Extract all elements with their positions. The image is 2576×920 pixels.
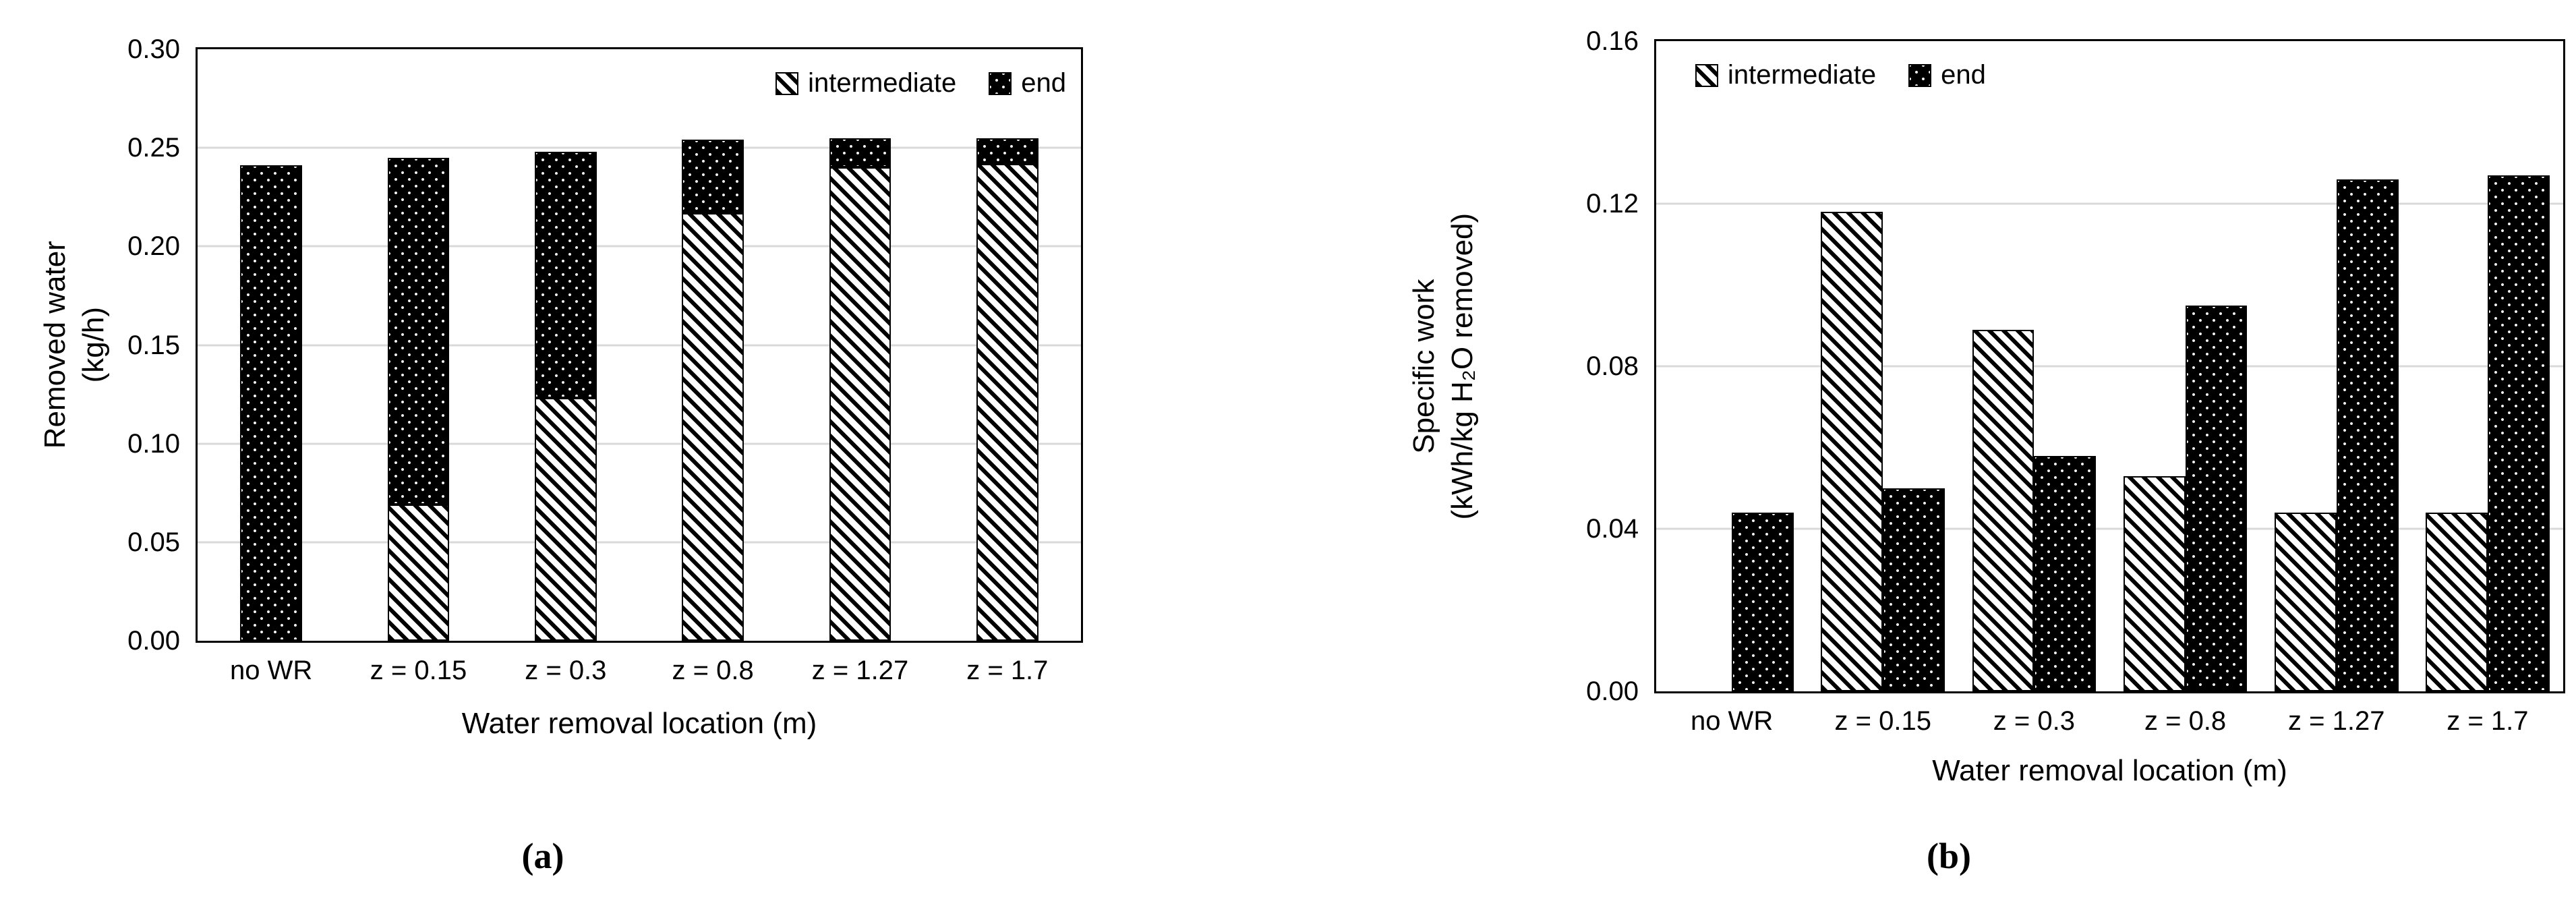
y-tick-label: 0.20 (127, 231, 180, 262)
plot-area-b: intermediate end 0.00 0.04 0.08 0.12 0.16 no … (1586, 28, 2565, 735)
legend-label-end: end (1941, 60, 1986, 90)
x-tick-label: z = 0.15 (370, 656, 467, 685)
y-tick-label: 0.16 (1586, 26, 1639, 56)
gridline (198, 146, 1081, 149)
plot-area-a: intermediate end 0.00 0.05 0.10 0.15 0.20 0.2… (127, 36, 1083, 684)
legend-a: intermediate end (775, 68, 1066, 98)
legend-item-intermediate: intermediate (1695, 60, 1876, 90)
x-tick-label: z = 1.27 (811, 656, 909, 685)
x-tick-label: z = 0.8 (2144, 706, 2227, 736)
bar-end (1732, 512, 1794, 691)
gridline (1656, 202, 2563, 205)
y-tick-label: 0.08 (1586, 351, 1639, 381)
x-tick-label: no WR (230, 656, 313, 685)
x-tick-label: no WR (1690, 706, 1774, 736)
y-tick-label: 0.25 (127, 133, 180, 163)
bar-intermediate (534, 398, 597, 641)
x-tick-label: z = 0.15 (1834, 706, 1931, 736)
hatch-swatch-icon (1695, 63, 1718, 87)
y-tick-label: 0.10 (127, 428, 180, 459)
bar-end (682, 140, 744, 213)
x-tick-label: z = 0.3 (1993, 706, 2076, 736)
chart-b-specific-work: Specific work (kWh/kg H₂O removed) inter… (1322, 0, 2576, 920)
chart-a-removed-water: Removed water (kg/h) intermediate end 0.… (0, 0, 1086, 920)
bar-end (2034, 455, 2097, 691)
legend-item-end: end (989, 68, 1066, 98)
x-tick-label: z = 1.27 (2288, 706, 2385, 736)
y-tick-label: 0.04 (1586, 514, 1639, 544)
x-axis-title-a: Water removal location (m) (461, 707, 817, 740)
gridline (1656, 365, 2563, 368)
y-axis-title-b-line2: (kWh/kg H₂O removed) (1446, 212, 1479, 520)
x-axis-title-b: Water removal location (m) (1932, 754, 2287, 787)
bar-end (240, 165, 302, 641)
bar-end (2336, 179, 2399, 691)
bar-end (976, 138, 1038, 164)
dots-swatch-icon (989, 71, 1012, 95)
bar-intermediate (2274, 512, 2337, 691)
dots-swatch-icon (1908, 63, 1932, 87)
y-tick-label: 0.30 (127, 34, 180, 64)
caption-a: (a) (521, 836, 564, 876)
bar-end (534, 152, 597, 399)
legend-label-intermediate: intermediate (808, 68, 957, 98)
gridline (198, 442, 1081, 445)
y-tick-label: 0.00 (127, 626, 180, 656)
legend-item-intermediate: intermediate (775, 68, 956, 98)
y-tick-label: 0.05 (127, 527, 180, 557)
bar-intermediate (682, 212, 744, 641)
bar-intermediate (976, 163, 1038, 641)
y-axis-title-a-line1: Removed water (38, 241, 71, 449)
bar-end (2487, 175, 2550, 691)
x-tick-label: z = 1.7 (2447, 706, 2529, 736)
y-tick-label: 0.15 (127, 330, 180, 360)
gridline (198, 245, 1081, 248)
y-axis-title-a: Removed water (kg/h) (13, 47, 135, 643)
x-tick-label: z = 0.3 (525, 656, 607, 685)
y-tick-label: 0.00 (1586, 677, 1639, 706)
x-tick-label: z = 0.8 (672, 656, 754, 685)
bar-intermediate (2123, 476, 2186, 691)
caption-b: (b) (1927, 836, 1971, 876)
bar-intermediate (1821, 212, 1883, 691)
legend-b: intermediate end (1695, 60, 1986, 90)
bar-intermediate (829, 167, 891, 641)
bar-intermediate (1972, 329, 2035, 691)
bar-intermediate (2426, 512, 2488, 691)
y-tick-label: 0.12 (1586, 189, 1639, 219)
gridline (1656, 527, 2563, 530)
legend-label-end: end (1021, 68, 1066, 98)
y-axis-title-a-line2: (kg/h) (77, 307, 111, 383)
bar-end (2185, 305, 2248, 691)
hatch-swatch-icon (775, 71, 799, 95)
y-axis-title-b-line1: Specific work (1407, 279, 1440, 454)
gridline (198, 541, 1081, 544)
y-axis-title-b: Specific work (kWh/kg H₂O removed) (1328, 39, 1558, 693)
x-tick-label: z = 1.7 (966, 656, 1049, 685)
gridline (198, 344, 1081, 346)
bar-intermediate (387, 505, 450, 641)
bar-end (1883, 488, 1945, 691)
bar-end (829, 138, 891, 168)
bar-end (387, 157, 450, 505)
legend-label-intermediate: intermediate (1728, 60, 1877, 90)
legend-item-end: end (1908, 60, 1986, 90)
